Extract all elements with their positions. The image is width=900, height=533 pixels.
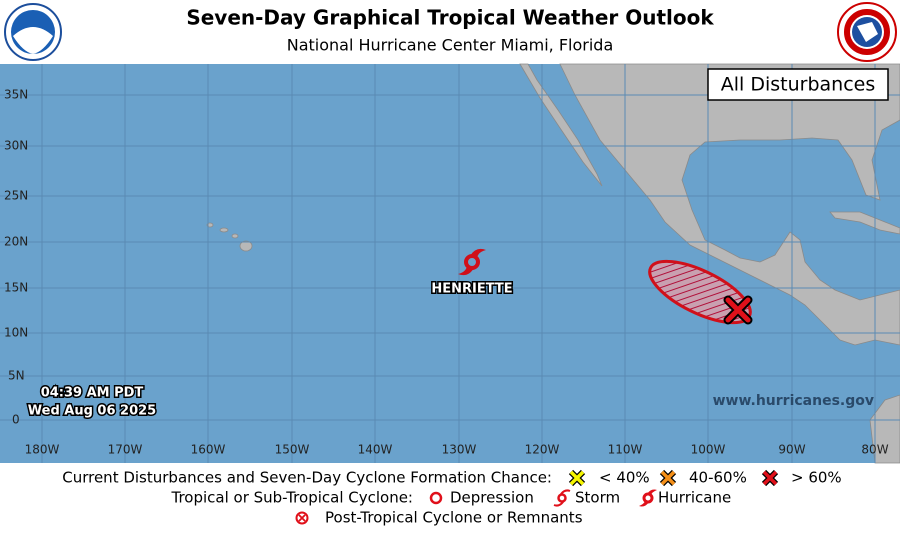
issue-date: Wed Aug 06 2025 [28, 404, 156, 419]
lon-label: 140W [358, 443, 393, 457]
hawaii [206, 222, 253, 252]
lat-label: 20N [4, 235, 28, 249]
lon-labels: 180W 170W 160W 150W 140W 130W 120W 110W … [25, 443, 889, 457]
legend-chance: < 40% [599, 469, 650, 487]
legend-cyclone-title: Tropical or Sub-Tropical Cyclone: [170, 489, 413, 507]
legend-disturbance-title: Current Disturbances and Seven-Day Cyclo… [62, 469, 552, 487]
lon-label: 110W [608, 443, 643, 457]
issue-time: 04:39 AM PDT [41, 386, 144, 401]
noaa-logo [4, 3, 62, 61]
lon-label: 130W [442, 443, 477, 457]
legend-cyclone: Hurricane [658, 489, 731, 507]
lon-label: 80W [861, 443, 888, 457]
hurricane-icon [458, 248, 486, 276]
lat-label: 25N [4, 189, 28, 203]
storm-name: HENRIETTE [431, 282, 512, 297]
lon-label: 150W [275, 443, 310, 457]
lon-label: 90W [778, 443, 805, 457]
legend-chance: 40-60% [689, 469, 747, 487]
legend-cyclone: Storm [575, 489, 620, 507]
lon-label: 100W [691, 443, 726, 457]
lon-label: 170W [108, 443, 143, 457]
legend: Current Disturbances and Seven-Day Cyclo… [62, 469, 841, 527]
lon-label: 120W [525, 443, 560, 457]
lon-label: 160W [191, 443, 226, 457]
header [0, 0, 900, 64]
panel-label-box [707, 68, 889, 101]
lat-label: 0 [12, 413, 20, 427]
lat-label: 5N [8, 369, 25, 383]
legend-chance: > 60% [791, 469, 842, 487]
map: 35N 30N 25N 20N 15N 10N 5N 0 180W 170W 1… [0, 63, 900, 464]
grid [0, 64, 900, 463]
lat-label: 30N [4, 139, 28, 153]
title: Seven-Day Graphical Tropical Weather Out… [186, 6, 714, 30]
lat-labels: 35N 30N 25N 20N 15N 10N 5N 0 [4, 88, 28, 427]
nws-logo [837, 2, 897, 62]
legend-post-tropical: Post-Tropical Cyclone or Remnants [325, 509, 583, 527]
lat-label: 35N [4, 88, 28, 102]
disturbance-high [723, 295, 753, 325]
south-america [869, 394, 900, 464]
north-america [559, 63, 900, 346]
website: www.hurricanes.gov [713, 393, 874, 409]
panel-label: All Disturbances [721, 74, 876, 96]
legend-cyclone: Depression [450, 489, 534, 507]
lon-label: 180W [25, 443, 60, 457]
subtitle: National Hurricane Center Miami, Florida [287, 36, 614, 55]
lat-label: 10N [4, 326, 28, 340]
lat-label: 15N [4, 281, 28, 295]
cuba [829, 211, 900, 235]
